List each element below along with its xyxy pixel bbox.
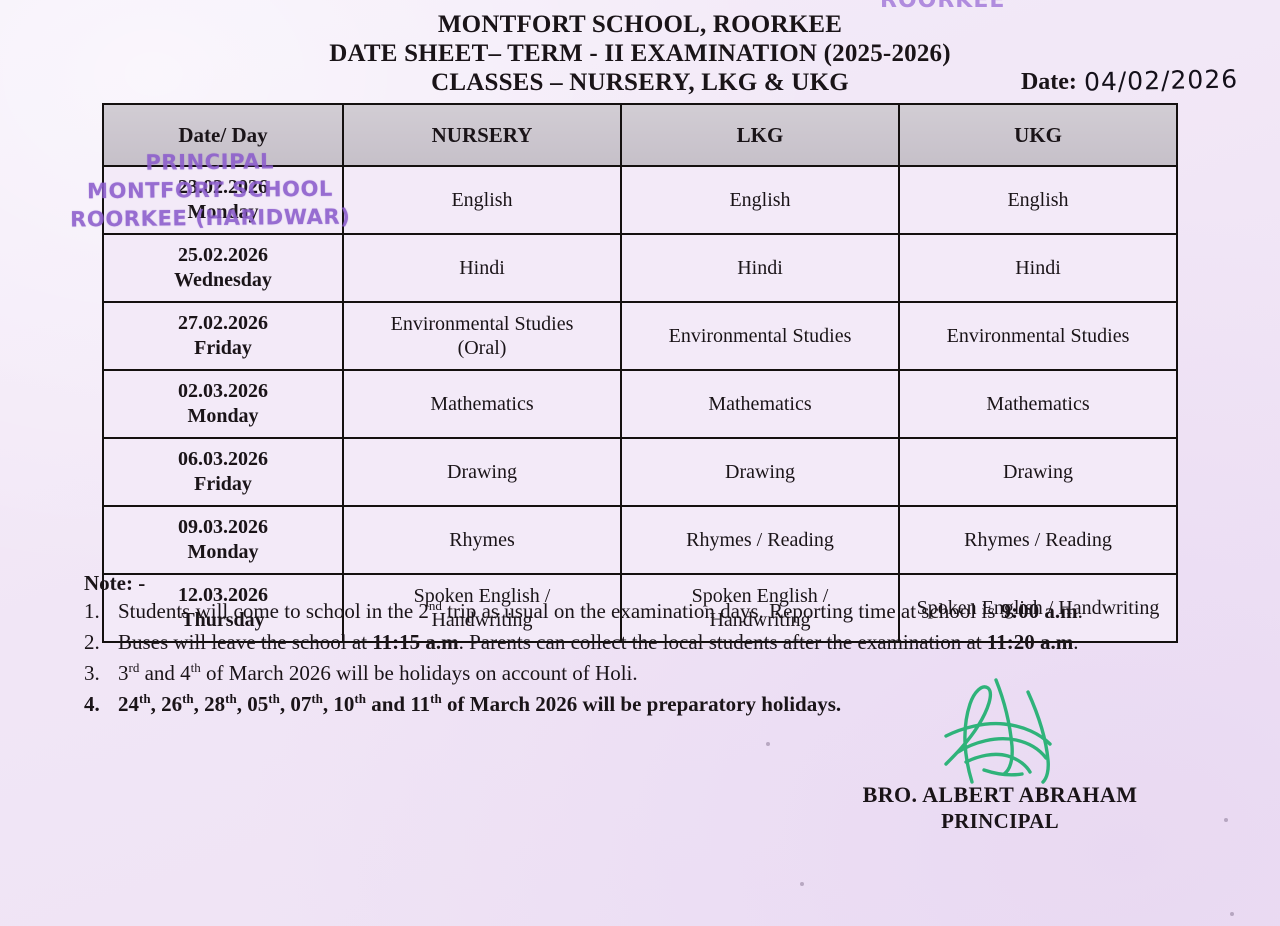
cell-day: Wednesday — [174, 269, 272, 291]
cell-day: Monday — [187, 405, 259, 427]
date-sheet-table: Date/ Day NURSERY LKG UKG 23.02.2026 Mond… — [102, 103, 1178, 643]
cell-date-day: 12.03.2026 Thursday — [102, 573, 344, 643]
notes-section: Note: - 1. Students will come to school i… — [84, 570, 1204, 720]
scan-speck — [1230, 912, 1234, 916]
scan-speck — [766, 742, 770, 746]
stamp-line-school: MONTFORT SCHOOL — [86, 176, 334, 204]
stamp-line-location: ROORKEE (HARIDWAR) — [70, 204, 351, 232]
cell-nursery: Spoken English / Handwriting — [342, 573, 622, 643]
cell-date-day: 25.02.2026 Wednesday — [102, 233, 344, 303]
cell-day: Thursday — [181, 609, 265, 631]
cell-ukg: Spoken English / Handwriting — [898, 573, 1178, 643]
cell-nursery: Rhymes — [342, 505, 622, 575]
cell-lkg: Drawing — [620, 437, 900, 507]
document-heading: MONTFORT SCHOOL, ROORKEE DATE SHEET– TER… — [0, 10, 1280, 97]
cell-nursery: Environmental Studies (Oral) — [342, 301, 622, 371]
stamp-top-fragment: ROORKEE — [880, 0, 1006, 13]
principal-role: PRINCIPAL — [941, 809, 1059, 833]
column-header-ukg: UKG — [898, 103, 1178, 167]
note-item: 3. 3rd and 4th of March 2026 will be holi… — [84, 658, 1204, 689]
note-number: 4. — [84, 692, 100, 716]
signature-block: BRO. ALBERT ABRAHAM PRINCIPAL — [790, 672, 1210, 834]
table-row: 09.03.2026 Monday Rhymes Rhymes / Reading Rh… — [102, 505, 1178, 575]
cell-date-day: 06.03.2026 Friday — [102, 437, 344, 507]
cell-lkg: Spoken English / Handwriting — [620, 573, 900, 643]
cell-nursery: English — [342, 165, 622, 235]
column-header-nursery: NURSERY — [342, 103, 622, 167]
school-name: MONTFORT SCHOOL, ROORKEE — [437, 11, 843, 38]
scan-speck — [800, 882, 804, 886]
principal-name: BRO. ALBERT ABRAHAM — [862, 782, 1138, 807]
cell-ukg: Mathematics — [898, 369, 1178, 439]
table-row: 25.02.2026 Wednesday Hindi Hindi Hindi — [102, 233, 1178, 303]
column-header-lkg: LKG — [620, 103, 900, 167]
stamp-line-principal: PRINCIPAL — [145, 149, 275, 175]
date-sheet-table-wrapper: Date/ Day NURSERY LKG UKG 23.02.2026 Mond… — [102, 103, 1178, 643]
cell-lkg: Hindi — [620, 233, 900, 303]
principal-rubber-stamp: PRINCIPAL MONTFORT SCHOOL ROORKEE (HARID… — [40, 146, 381, 234]
cell-lkg: Rhymes / Reading — [620, 505, 900, 575]
cell-lkg: Mathematics — [620, 369, 900, 439]
cell-date: 23.02.2026 — [178, 176, 268, 198]
cell-ukg: English — [898, 165, 1178, 235]
cell-ukg: Drawing — [898, 437, 1178, 507]
note-number: 2. — [84, 630, 100, 654]
column-header-date-day: Date/ Day — [102, 103, 344, 167]
table-header-row: Date/ Day NURSERY LKG UKG — [102, 103, 1178, 167]
date-label: Date: — [1020, 69, 1077, 95]
table-row: 27.02.2026 Friday Environmental Studies (Or… — [102, 301, 1178, 371]
note-item: 1. Students will come to school in the 2n… — [84, 596, 1204, 627]
table-body: 23.02.2026 Monday English English English 25.… — [102, 165, 1178, 643]
date-value-handwritten: 04/02/2026 — [1083, 64, 1239, 97]
cell-nursery: Drawing — [342, 437, 622, 507]
note-text: Buses will leave the school at 11:15 a.m… — [118, 630, 1079, 654]
table-row: 02.03.2026 Monday Mathematics Mathematics Ma… — [102, 369, 1178, 439]
cell-ukg: Environmental Studies — [898, 301, 1178, 371]
note-text: 3rd and 4th of March 2026 will be holida… — [118, 660, 638, 685]
cell-date-day: 02.03.2026 Monday — [102, 369, 344, 439]
cell-lkg: English — [620, 165, 900, 235]
handwritten-signature — [944, 678, 1052, 784]
cell-lkg: Environmental Studies — [620, 301, 900, 371]
notes-list: 1. Students will come to school in the 2n… — [84, 596, 1204, 720]
cell-date: 12.03.2026 — [178, 584, 268, 606]
cell-date-day: 09.03.2026 Monday — [102, 505, 344, 575]
note-number: 1. — [84, 599, 100, 623]
note-item: 4. 24th, 26th, 28th, 05th, 07th, 10th and… — [84, 689, 1204, 720]
classes-title: CLASSES – NURSERY, LKG & UKG — [431, 69, 849, 96]
table-row: 23.02.2026 Monday English English English — [102, 165, 1178, 235]
table-row: 06.03.2026 Friday Drawing Drawing Drawing — [102, 437, 1178, 507]
exam-title: DATE SHEET– TERM - II EXAMINATION (2025-… — [329, 40, 951, 67]
scan-speck — [1224, 818, 1228, 822]
notes-title: Note: - — [84, 571, 146, 595]
note-number: 3. — [84, 661, 100, 685]
date-field: Date: 04/02/2026 — [1020, 64, 1239, 97]
cell-day: Monday — [187, 201, 259, 223]
cell-date: 27.02.2026 — [178, 312, 268, 334]
note-text: Students will come to school in the 2nd … — [118, 598, 1083, 623]
note-item: 2. Buses will leave the school at 11:15 a… — [84, 627, 1204, 658]
cell-ukg: Rhymes / Reading — [898, 505, 1178, 575]
cell-ukg: Hindi — [898, 233, 1178, 303]
cell-day: Friday — [194, 473, 252, 495]
table-row: 12.03.2026 Thursday Spoken English / Handwr… — [102, 573, 1178, 643]
cell-nursery: Hindi — [342, 233, 622, 303]
cell-day: Monday — [187, 541, 259, 563]
cell-day: Friday — [194, 337, 252, 359]
cell-date: 02.03.2026 — [178, 380, 268, 402]
cell-date: 06.03.2026 — [178, 448, 268, 470]
cell-date: 25.02.2026 — [178, 244, 268, 266]
note-text: 24th, 26th, 28th, 05th, 07th, 10th and 1… — [118, 691, 842, 716]
cell-nursery: Mathematics — [342, 369, 622, 439]
cell-date: 09.03.2026 — [178, 516, 268, 538]
cell-date-day: 23.02.2026 Monday — [102, 165, 344, 235]
cell-date-day: 27.02.2026 Friday — [102, 301, 344, 371]
